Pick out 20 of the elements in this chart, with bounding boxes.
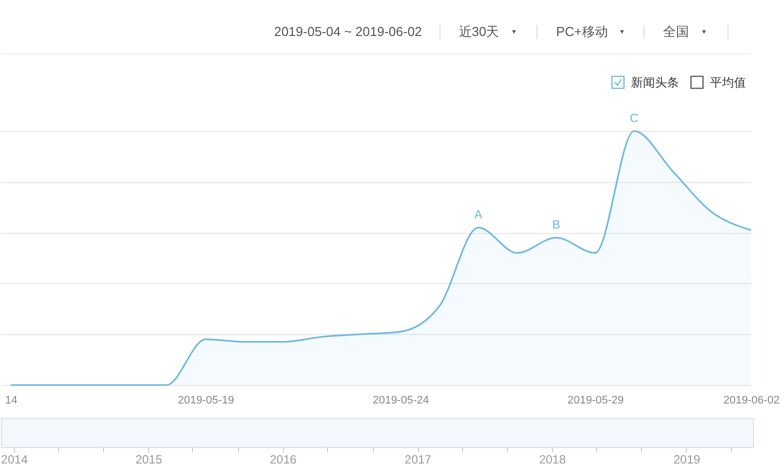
text: 2019-05-04 ~ 2019-06-02 [274, 24, 422, 39]
text: 全国 [663, 24, 689, 39]
x2-tick-label: 2018 [539, 452, 566, 466]
x-tick-label: 2019-05-29 [568, 394, 624, 406]
text: 近30天 [458, 24, 500, 39]
x2-tick-label: 2017 [404, 452, 432, 466]
text: PC+移动 [556, 24, 608, 39]
annotation: B [552, 218, 560, 232]
annotation: A [474, 208, 482, 222]
x2-tick-label: 2014 [1, 452, 28, 466]
x2-tick-label: 2016 [270, 452, 297, 466]
annotation: C [630, 111, 639, 125]
x2-tick-label: 2015 [135, 452, 162, 466]
x2-tick-label: 2019 [673, 452, 701, 466]
x-tick-label: 2019-05-24 [372, 394, 429, 406]
legend-label: 新闻头条 [631, 75, 679, 90]
x-tick-label: 2019-05-19 [178, 394, 234, 406]
x-tick-label: 2019-06-02 [723, 394, 780, 406]
x-tick-label: 14 [5, 394, 18, 406]
legend-label: 平均值 [710, 75, 746, 90]
